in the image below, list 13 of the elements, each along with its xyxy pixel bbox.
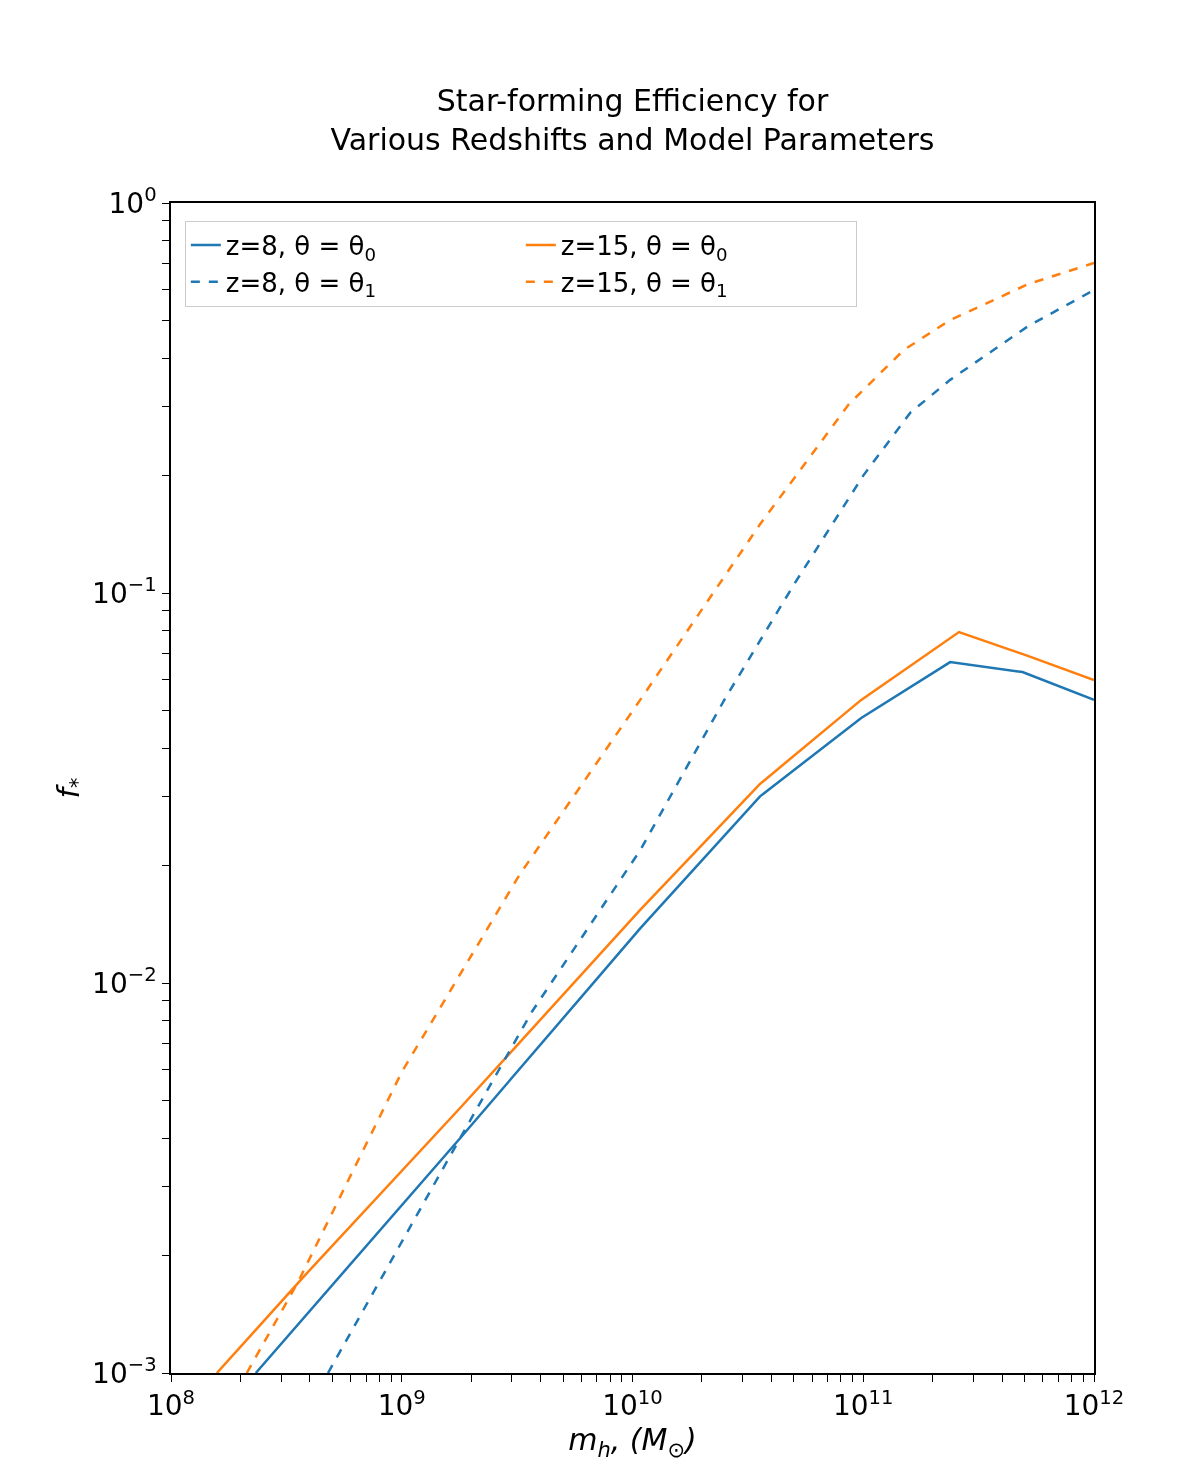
- x-tick-label: 10$^{9}$: [377, 1385, 426, 1423]
- legend-label: z=8, θ = θ$_{0}$: [225, 231, 377, 265]
- chart-title: Star-forming Efficiency for Various Redshifts and Model Parameters: [330, 83, 935, 158]
- legend-label: z=15, θ = θ$_{1}$: [560, 267, 728, 302]
- y-tick-label: 10$^{0}$: [108, 183, 157, 220]
- legend-label: z=8, θ = θ$_{1}$: [225, 267, 377, 302]
- y-tick-label: 10$^{−1}$: [92, 573, 157, 610]
- legend-label: z=15, θ = θ$_{0}$: [560, 231, 728, 265]
- y-tick-label: 10$^{−2}$: [92, 963, 157, 1000]
- x-axis-title: m$_{h}$, (M$_{⊙}$): [568, 1422, 697, 1462]
- x-tick-label: 10$^{11}$: [832, 1385, 894, 1423]
- x-tick-label: 10$^{12}$: [1063, 1385, 1125, 1423]
- x-tick-label: 10$^{10}$: [602, 1385, 663, 1423]
